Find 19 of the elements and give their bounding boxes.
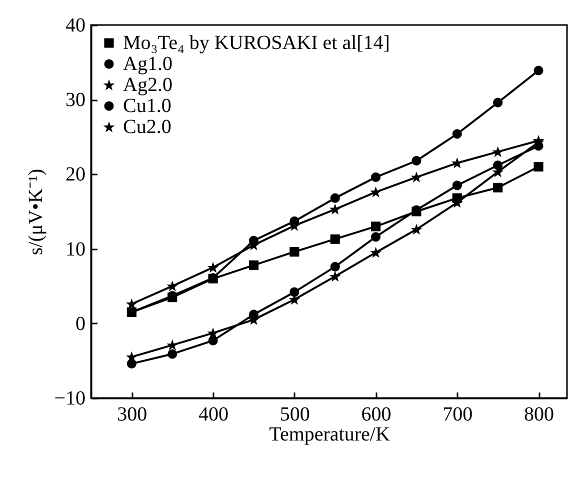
y-tick-label: 20 bbox=[66, 164, 86, 186]
y-tick-label: 10 bbox=[66, 238, 86, 260]
y-axis-title: s/(μV•K⁻¹) bbox=[25, 168, 48, 256]
legend-label: Mo₃Te₄ by KUROSAKI et al[14] bbox=[123, 32, 390, 54]
legend-label: Ag2.0 bbox=[123, 74, 172, 96]
x-tick-label: 600 bbox=[361, 404, 392, 426]
legend-label: Ag1.0 bbox=[123, 53, 172, 75]
x-tick-label: 800 bbox=[524, 404, 554, 426]
y-tick-label: 40 bbox=[66, 14, 86, 36]
y-tick-label: −10 bbox=[54, 388, 86, 410]
x-tick-label: 500 bbox=[280, 404, 310, 426]
y-tick-label: 0 bbox=[76, 312, 86, 335]
x-tick-label: 300 bbox=[117, 404, 148, 426]
x-tick-label: 400 bbox=[198, 404, 229, 426]
x-axis-title: Temperature/K bbox=[269, 424, 390, 446]
y-tick-label: 30 bbox=[66, 89, 86, 112]
x-tick-label: 700 bbox=[442, 404, 473, 426]
legend-label: Cu1.0 bbox=[123, 95, 172, 117]
legend-label: Cu2.0 bbox=[123, 116, 172, 138]
